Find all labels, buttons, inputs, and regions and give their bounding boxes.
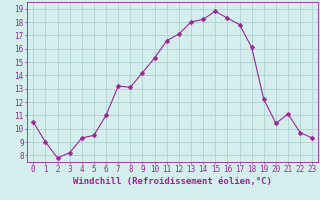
X-axis label: Windchill (Refroidissement éolien,°C): Windchill (Refroidissement éolien,°C) — [73, 177, 272, 186]
